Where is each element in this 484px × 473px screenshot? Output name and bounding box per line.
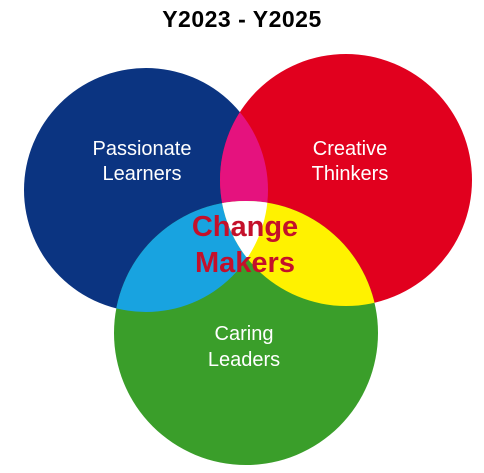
diagram-title: Y2023 - Y2025: [162, 6, 322, 32]
overlap-blue-green: [114, 201, 268, 312]
label-green-line2: Leaders: [208, 349, 280, 371]
label-red-line2: Thinkers: [312, 163, 389, 185]
center-label-line2: Makers: [195, 247, 295, 279]
overlap-red-green: [220, 201, 378, 306]
label-blue-line2: Learners: [103, 163, 182, 185]
label-green-line1: Caring: [215, 323, 274, 345]
label-blue-line1: Passionate: [93, 138, 192, 160]
center-label-line1: Change: [192, 211, 298, 243]
label-red-line1: Creative: [313, 138, 387, 160]
